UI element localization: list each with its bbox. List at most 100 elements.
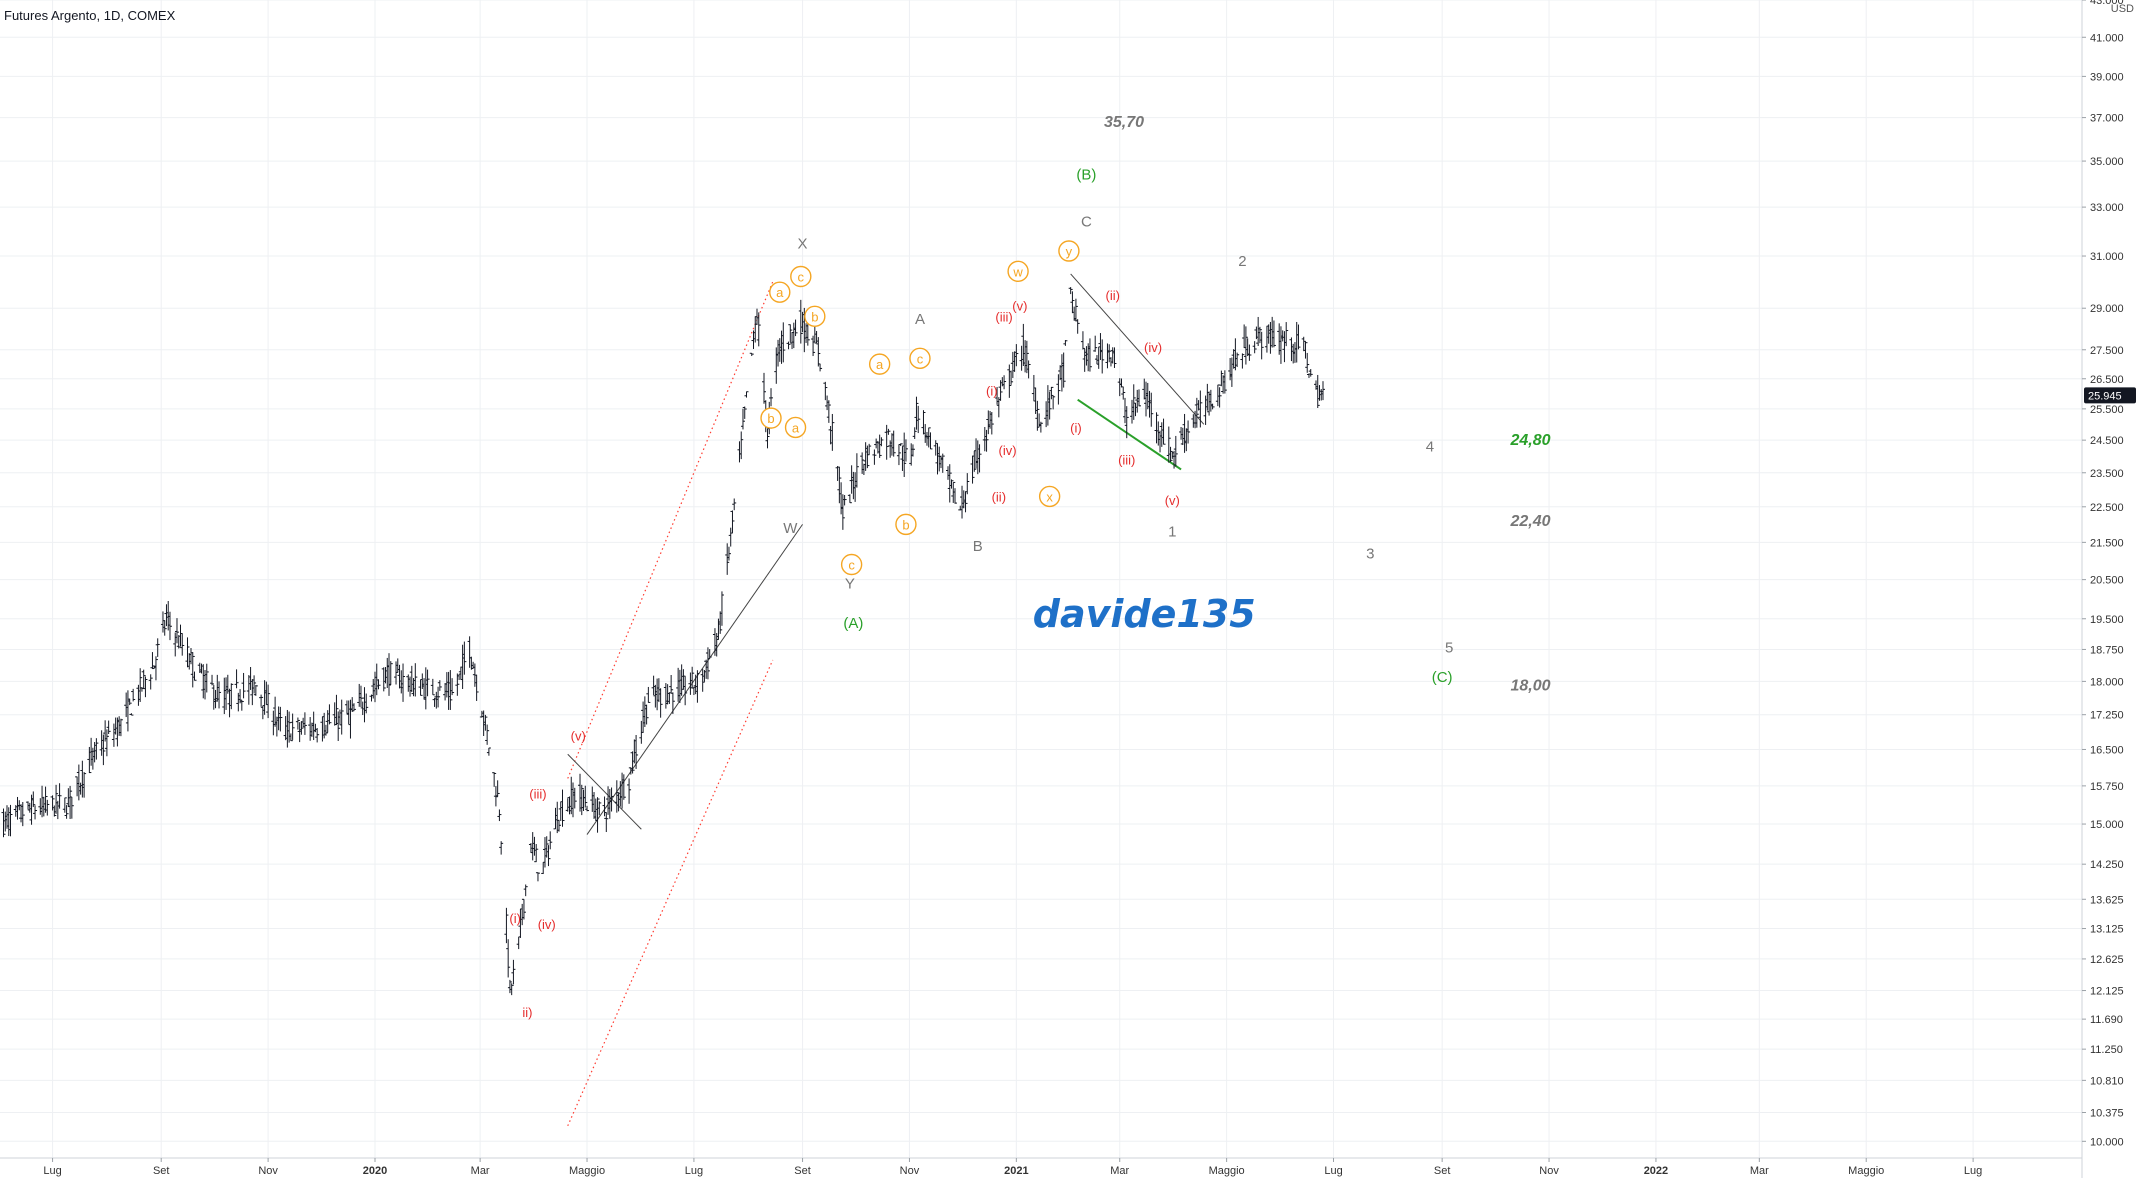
price-tick-label: 17.250 xyxy=(2090,710,2124,722)
price-tick-label: 11.690 xyxy=(2090,1014,2123,1026)
wave-label: a xyxy=(876,357,884,372)
price-tick-label: 15.000 xyxy=(2090,819,2124,831)
price-tick-label: 35.000 xyxy=(2090,156,2124,168)
wave-label: b xyxy=(767,411,774,426)
wave-label: (iv) xyxy=(999,443,1017,458)
wave-circle xyxy=(1058,240,1080,262)
price-tick-label: 31.000 xyxy=(2090,251,2124,263)
price-tick-label: 10.810 xyxy=(2090,1075,2124,1087)
price-tick-label: 26.500 xyxy=(2090,374,2124,386)
wave-circle xyxy=(1007,260,1029,283)
last-price-marker: 25.945 xyxy=(2084,387,2136,404)
price-tick-label: 24.500 xyxy=(2090,435,2124,447)
wave-label: (iii) xyxy=(1118,453,1135,468)
wave-label: (iv) xyxy=(1144,340,1162,355)
wave-label: (i) xyxy=(509,911,521,926)
wave-label: A xyxy=(915,311,925,328)
price-tick-label: 29.000 xyxy=(2090,303,2124,315)
time-tick-label: 2020 xyxy=(363,1165,387,1177)
wave-label: ii) xyxy=(522,1005,532,1020)
price-tick-label: 43.000 xyxy=(2090,0,2124,7)
price-tick-label: 16.500 xyxy=(2090,744,2124,756)
time-tick-label: Mar xyxy=(1110,1165,1129,1177)
wave-label: c xyxy=(917,351,924,366)
wave-label: 1 xyxy=(1168,524,1176,541)
wave-circle xyxy=(840,553,863,576)
wave-label: X xyxy=(798,236,808,253)
wave-label: (iv) xyxy=(538,917,556,932)
time-tick-label: Lug xyxy=(685,1165,703,1177)
wave-label: (v) xyxy=(571,728,586,743)
grid-lines xyxy=(0,0,2082,1158)
price-tick-label: 15.750 xyxy=(2090,781,2124,793)
currency-label: USD xyxy=(2110,3,2134,15)
wave-label: y xyxy=(1066,244,1073,259)
target-price-label: 24,80 xyxy=(1509,432,1550,449)
price-tick-label: 19.500 xyxy=(2090,614,2124,626)
price-tick-label: 11.250 xyxy=(2090,1044,2123,1056)
wave-label: 2 xyxy=(1238,253,1246,270)
wave-label: a xyxy=(776,285,784,300)
wave-label: (A) xyxy=(843,615,863,632)
wave-label: (v) xyxy=(1012,299,1027,314)
time-tick-label: 2022 xyxy=(1644,1165,1668,1177)
wave-circle xyxy=(784,416,807,439)
wave-label: (v) xyxy=(1165,493,1180,508)
price-tick-label: 21.500 xyxy=(2090,537,2124,549)
wave-label: (ii) xyxy=(992,489,1006,504)
price-tick-label: 33.000 xyxy=(2090,202,2124,214)
wave-circle xyxy=(868,353,891,375)
time-tick-label: Set xyxy=(153,1165,170,1177)
price-tick-label: 27.500 xyxy=(2090,345,2124,357)
time-tick-label: Lug xyxy=(1324,1165,1342,1177)
time-axis[interactable]: Lug Set Nov 2020 Mar Maggio Lug Set Nov 2021 Mar Ma… xyxy=(43,1158,1982,1177)
price-tick-label: 25.500 xyxy=(2090,404,2124,416)
wave-label: 3 xyxy=(1366,545,1374,562)
price-tick-label: 18.750 xyxy=(2090,644,2124,656)
wave-label: (i) xyxy=(1070,420,1082,435)
target-price-label: 35,70 xyxy=(1104,114,1144,131)
wedge-line xyxy=(567,753,642,830)
chart-title: Futures Argento, 1D, COMEX xyxy=(4,8,176,23)
wave-label: (iii) xyxy=(529,786,546,801)
triangle-lower-line xyxy=(1077,398,1182,471)
price-tick-label: 37.000 xyxy=(2090,113,2124,125)
trend-channel xyxy=(567,273,1205,1127)
wave-label: C xyxy=(1081,213,1092,230)
time-tick-label: Nov xyxy=(258,1165,278,1177)
wave-label: w xyxy=(1012,264,1023,279)
wave-label: Y xyxy=(845,575,855,592)
price-tick-label: 41.000 xyxy=(2090,32,2124,44)
time-tick-label: Set xyxy=(1434,1165,1451,1177)
wave-circle xyxy=(760,407,782,429)
channel-lower-line xyxy=(567,659,774,1127)
price-tick-label: 12.125 xyxy=(2090,986,2124,998)
time-tick-label: Maggio xyxy=(1209,1165,1245,1177)
time-tick-label: Set xyxy=(794,1165,811,1177)
time-tick-label: Mar xyxy=(471,1165,490,1177)
wave-label: (C) xyxy=(1432,669,1453,686)
author-signature: davide135 xyxy=(1033,592,1256,636)
wave-label: 5 xyxy=(1445,639,1453,656)
wave-label: 4 xyxy=(1426,439,1434,456)
wave-circle xyxy=(790,265,812,288)
wave-label: (ii) xyxy=(1106,288,1120,303)
price-axis[interactable]: 43.000 41.000 39.000 37.000 35.000 33.000 31.0… xyxy=(2082,0,2124,1148)
support-line xyxy=(586,524,803,835)
wave-label: b xyxy=(902,517,909,532)
price-tick-label: 39.000 xyxy=(2090,71,2124,83)
target-price-label: 18,00 xyxy=(1510,678,1550,695)
wave-label: c xyxy=(798,269,805,284)
last-price-label: 25.945 xyxy=(2088,390,2122,402)
price-tick-label: 23.500 xyxy=(2090,468,2124,480)
price-tick-label: 12.625 xyxy=(2090,954,2124,966)
time-tick-label: Lug xyxy=(1964,1165,1982,1177)
wave-label: a xyxy=(792,420,800,435)
price-tick-label: 20.500 xyxy=(2090,575,2124,587)
time-tick-label: Mar xyxy=(1750,1165,1769,1177)
wave-label: (i) xyxy=(986,384,998,399)
time-tick-label: Maggio xyxy=(1848,1165,1884,1177)
